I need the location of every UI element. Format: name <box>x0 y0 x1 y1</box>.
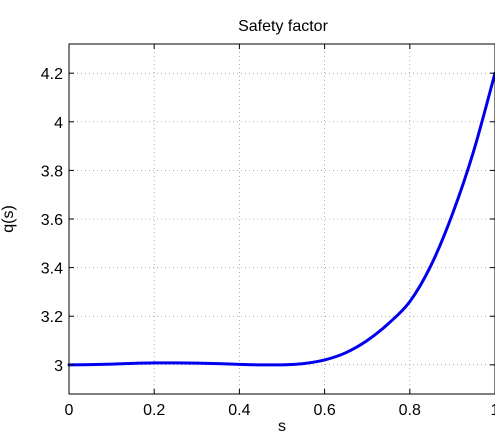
y-axis-label: q(s) <box>0 205 17 233</box>
y-tick-label: 3.6 <box>41 212 63 229</box>
y-tick-label: 3.8 <box>41 163 63 180</box>
x-axis: 0 0.2 0.4 0.6 0.8 1 <box>65 44 495 419</box>
y-tick-label: 3 <box>54 358 63 375</box>
x-tick-label: 0.4 <box>228 402 250 419</box>
y-axis: 3 3.2 3.4 3.6 3.8 4 4.2 <box>41 66 495 375</box>
x-tick-label: 0.8 <box>399 402 421 419</box>
x-tick-label: 0.2 <box>143 402 165 419</box>
y-tick-label: 4.2 <box>41 66 63 83</box>
y-tick-label: 4 <box>54 115 63 132</box>
x-tick-label: 0.6 <box>313 402 335 419</box>
chart-title: Safety factor <box>238 18 328 35</box>
y-tick-label: 3.2 <box>41 309 63 326</box>
x-tick-label: 0 <box>65 402 74 419</box>
y-tick-label: 3.4 <box>41 261 63 278</box>
x-tick-label: 1 <box>491 402 495 419</box>
series-line <box>67 71 495 367</box>
x-axis-label: s <box>278 418 286 435</box>
series-layer <box>67 71 495 367</box>
grid <box>68 44 495 394</box>
